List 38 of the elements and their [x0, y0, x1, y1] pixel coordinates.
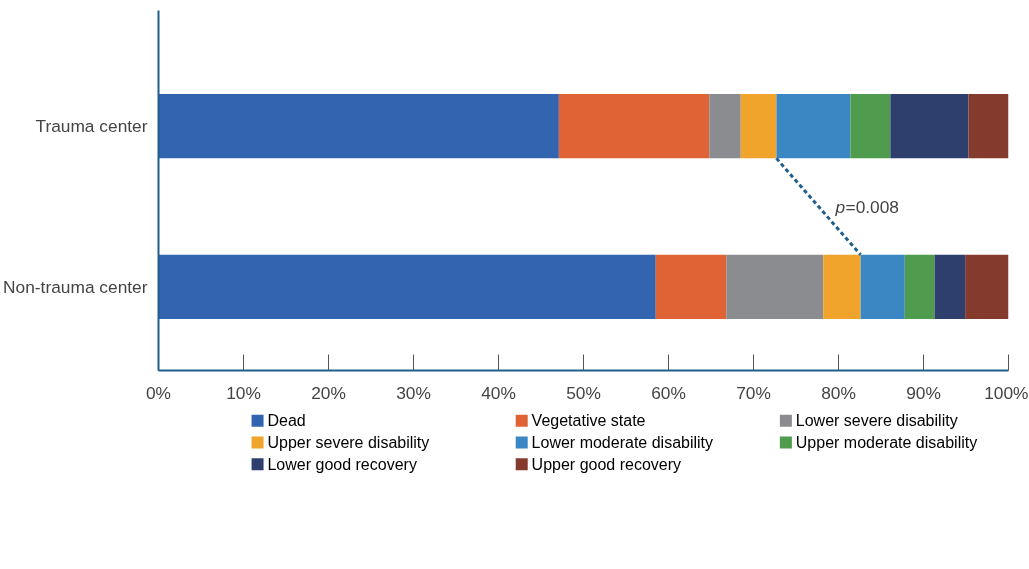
x-tick-label: 40%	[481, 382, 516, 403]
legend-label: Upper moderate disability	[795, 434, 978, 451]
bar	[968, 94, 1009, 159]
x-tick-label: 0%	[145, 382, 172, 403]
legend-label: Vegetative state	[531, 412, 646, 430]
y-tick-label: Non-trauma center	[3, 276, 148, 297]
legend-label: Lower moderate disability	[531, 434, 714, 451]
x-tick-label: 60%	[651, 382, 686, 403]
bar	[823, 254, 861, 320]
x-tick-label: 50%	[566, 382, 601, 403]
bar	[860, 254, 905, 320]
bar	[740, 94, 777, 159]
bar	[726, 254, 824, 320]
annotation: p=0.008	[834, 196, 900, 217]
bar	[709, 94, 741, 159]
x-tick-label: 20%	[311, 382, 346, 403]
y-tick-label: Trauma center	[35, 116, 148, 137]
legend-label: Upper good recovery	[531, 455, 682, 473]
bar	[158, 94, 559, 159]
bar	[558, 94, 710, 159]
bar	[890, 94, 969, 159]
x-tick-label: 90%	[906, 382, 941, 403]
legend-label: Lower good recovery	[267, 455, 417, 473]
legend-label: Lower severe disability	[795, 412, 958, 430]
bar	[904, 254, 935, 320]
x-tick-label: 70%	[736, 382, 771, 403]
x-tick-label: 100%	[984, 382, 1029, 403]
bar	[850, 94, 891, 159]
legend-label: Dead	[267, 412, 306, 430]
bar	[158, 254, 656, 320]
bar	[776, 94, 851, 159]
x-tick-label: 80%	[821, 382, 856, 403]
bar	[965, 254, 1009, 320]
bar	[934, 254, 966, 320]
x-tick-label: 30%	[396, 382, 431, 403]
legend-label: Upper severe disability	[267, 434, 430, 451]
bar	[655, 254, 727, 320]
x-tick-label: 10%	[226, 382, 261, 403]
